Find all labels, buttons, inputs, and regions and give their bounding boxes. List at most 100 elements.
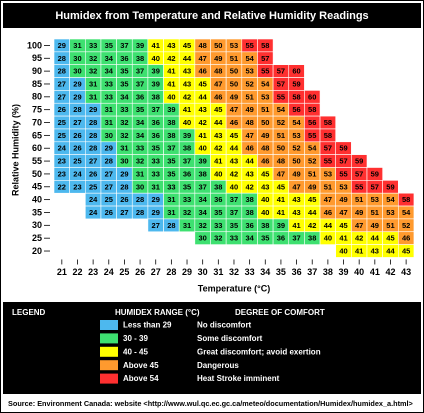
humidex-value: 50	[261, 118, 269, 127]
humidex-value: 37	[230, 195, 238, 204]
humidex-value: 56	[292, 105, 300, 114]
humidex-value: 51	[324, 182, 332, 191]
title-bar	[3, 3, 421, 28]
humidex-value: 37	[183, 157, 191, 166]
x-tick-label: 26	[135, 267, 145, 277]
humidex-value: 39	[136, 41, 144, 50]
humidex-value: 29	[73, 79, 81, 88]
y-tick-label: 40	[32, 195, 42, 205]
legend-panel	[3, 302, 421, 394]
x-tick-label: 37	[307, 267, 317, 277]
humidex-value: 36	[245, 221, 253, 230]
humidex-value: 53	[245, 67, 253, 76]
humidex-value: 34	[136, 131, 145, 140]
humidex-value: 47	[230, 105, 238, 114]
humidex-value: 37	[292, 234, 300, 243]
humidex-value: 49	[245, 105, 253, 114]
x-tick-label: 24	[104, 267, 114, 277]
humidex-value: 42	[199, 118, 207, 127]
humidex-value: 46	[230, 118, 238, 127]
humidex-value: 48	[277, 157, 285, 166]
humidex-value: 43	[245, 169, 253, 178]
humidex-value: 27	[89, 157, 97, 166]
humidex-value: 54	[277, 105, 286, 114]
humidex-value: 35	[261, 234, 269, 243]
y-tick-label: 55	[32, 156, 42, 166]
y-tick-label: 75	[32, 105, 42, 115]
humidex-value: 49	[371, 221, 379, 230]
humidex-value: 25	[105, 195, 113, 204]
humidex-value: 27	[58, 79, 66, 88]
humidex-value: 47	[292, 182, 300, 191]
humidex-value: 49	[292, 169, 300, 178]
humidex-value: 45	[261, 169, 269, 178]
humidex-value: 48	[199, 41, 207, 50]
humidex-value: 36	[120, 54, 128, 63]
humidex-value: 51	[245, 92, 253, 101]
y-tick-label: 20	[32, 246, 42, 256]
x-tick-label: 32	[229, 267, 239, 277]
humidex-value: 43	[292, 208, 300, 217]
humidex-value: 31	[73, 41, 81, 50]
title: Humidex from Temperature and Relative Hu…	[55, 10, 368, 22]
humidex-value: 38	[136, 54, 144, 63]
humidex-value: 22	[58, 182, 66, 191]
legend-comfort: Dangerous	[197, 361, 239, 370]
humidex-value: 44	[245, 157, 254, 166]
humidex-value: 37	[152, 105, 160, 114]
humidex-value: 32	[120, 118, 128, 127]
x-tick-label: 39	[339, 267, 349, 277]
humidex-value: 46	[214, 92, 222, 101]
y-tick-label: 45	[32, 182, 42, 192]
y-tick-label: 85	[32, 79, 42, 89]
humidex-value: 33	[136, 144, 144, 153]
humidex-value: 33	[152, 157, 160, 166]
x-tick-label: 30	[198, 267, 208, 277]
y-axis-label: Relative Humidity (%)	[10, 104, 20, 196]
humidex-value: 32	[120, 131, 128, 140]
x-tick-label: 21	[57, 267, 67, 277]
humidex-value: 26	[58, 105, 66, 114]
humidex-value: 53	[292, 131, 300, 140]
humidex-value: 40	[339, 247, 347, 256]
humidex-value: 26	[120, 195, 128, 204]
humidex-value: 24	[58, 144, 67, 153]
humidex-value: 28	[58, 54, 66, 63]
humidex-value: 28	[105, 157, 113, 166]
humidex-value: 31	[152, 182, 160, 191]
humidex-value: 49	[230, 92, 238, 101]
humidex-value: 55	[277, 92, 285, 101]
humidex-value: 41	[339, 234, 347, 243]
humidex-value: 26	[73, 144, 81, 153]
humidex-value: 23	[58, 157, 66, 166]
humidex-value: 49	[339, 195, 347, 204]
humidex-value: 59	[339, 144, 347, 153]
humidex-value: 33	[152, 169, 160, 178]
humidex-value: 39	[152, 67, 160, 76]
x-tick-label: 40	[354, 267, 364, 277]
humidex-value: 29	[120, 169, 128, 178]
x-tick-label: 35	[276, 267, 286, 277]
humidex-value: 59	[371, 169, 379, 178]
humidex-value: 42	[355, 234, 363, 243]
humidex-value: 26	[89, 169, 97, 178]
humidex-value: 45	[277, 182, 285, 191]
humidex-value: 44	[371, 234, 380, 243]
humidex-value: 35	[214, 208, 222, 217]
legend-swatch	[100, 333, 118, 344]
humidex-value: 37	[136, 67, 144, 76]
x-tick-label: 38	[323, 267, 333, 277]
humidex-value: 59	[386, 182, 394, 191]
humidex-value: 28	[89, 144, 97, 153]
humidex-value: 34	[245, 234, 254, 243]
humidex-value: 23	[73, 182, 81, 191]
humidex-value: 31	[89, 92, 97, 101]
humidex-value: 38	[199, 169, 207, 178]
humidex-value: 28	[58, 67, 66, 76]
humidex-value: 48	[214, 67, 222, 76]
humidex-value: 42	[308, 221, 316, 230]
humidex-value: 40	[199, 144, 207, 153]
humidex-value: 59	[355, 157, 363, 166]
humidex-value: 33	[120, 105, 128, 114]
humidex-value: 44	[199, 92, 208, 101]
